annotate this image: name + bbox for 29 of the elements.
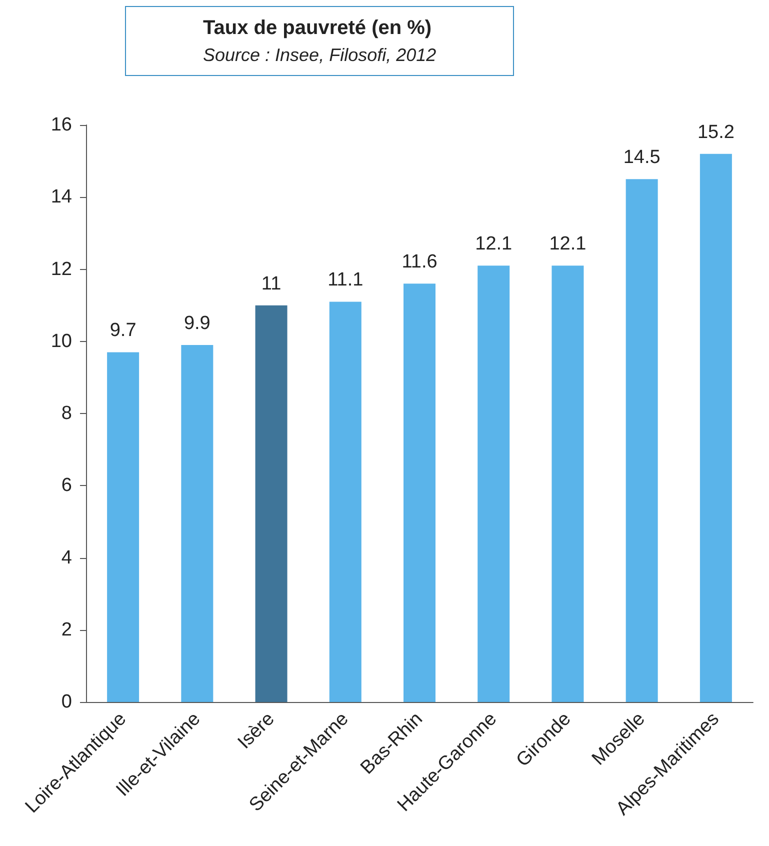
bar [626,179,658,702]
data-label: 14.5 [623,147,660,168]
bar [255,305,288,702]
y-tick-label: 16 [50,114,72,136]
data-label: 9.7 [110,320,136,342]
bar [700,154,732,702]
bar [478,266,510,702]
y-tick-label: 8 [61,403,72,424]
data-label: 12.1 [475,234,512,255]
data-label: 12.1 [549,234,586,255]
chart-subtitle: Source : Insee, Filosofi, 2012 [203,45,436,65]
bar [552,266,584,702]
y-tick-label: 10 [50,330,72,352]
y-tick-label: 2 [61,619,72,640]
bar [181,344,214,702]
bar [329,302,362,702]
data-label: 11.6 [402,252,438,273]
y-tick-label: 14 [50,186,72,208]
bar [404,284,436,702]
y-tick-label: 4 [61,547,72,568]
data-label: 15.2 [697,122,734,143]
y-tick-label: 12 [50,258,72,280]
data-label: 9.9 [184,312,210,334]
y-tick-label: 0 [61,692,72,712]
bar [107,352,140,702]
y-tick-label: 6 [61,475,72,496]
chart-title: Taux de pauvreté (en %) [203,17,432,39]
data-label: 11 [261,273,282,294]
data-label: 11.1 [328,270,364,291]
